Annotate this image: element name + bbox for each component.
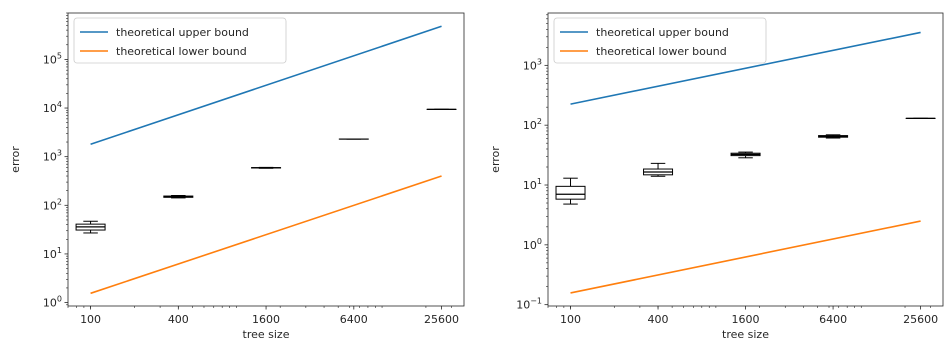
y-tick-label: 104: [43, 100, 62, 115]
x-tick-label: 6400: [340, 313, 368, 326]
chart-panel-1: 100 101 102 103 104 105 100 400 1600 6400 25600 tre…: [9, 12, 465, 341]
y-tick-label: 102: [523, 117, 542, 132]
box-100: [555, 177, 586, 205]
legend: theoretical upper bound theoretical lower…: [73, 17, 287, 64]
box-6400: [818, 134, 849, 139]
y-axis-label: error: [489, 146, 502, 173]
axes-frame: [547, 12, 944, 307]
y-tick-label: 103: [43, 149, 62, 164]
x-axis-label: tree size: [722, 328, 769, 341]
y-tick-label: 101: [43, 246, 62, 261]
y-tick-label: 105: [43, 51, 62, 66]
legend-label: theoretical lower bound: [596, 45, 727, 58]
box-1600: [251, 166, 282, 169]
x-tick-label: 100: [80, 313, 101, 326]
y-tick-label: 100: [43, 295, 62, 310]
legend-label: theoretical upper bound: [596, 26, 729, 39]
legend-label: theoretical lower bound: [116, 45, 247, 58]
y-tick-label: 100: [523, 237, 542, 252]
legend: theoretical upper bound theoretical lower…: [553, 17, 767, 64]
box-400: [163, 195, 194, 199]
x-tick-label: 6400: [819, 313, 847, 326]
legend-box: [73, 17, 287, 64]
x-tick-label: 400: [648, 313, 669, 326]
series-line-theoretical-lower-bound: [90, 175, 442, 295]
x-tick-label: 1600: [252, 313, 280, 326]
series-line-theoretical-upper-bound: [90, 25, 442, 146]
box-400: [643, 162, 674, 177]
legend-label: theoretical upper bound: [116, 26, 249, 39]
plot-data: [555, 31, 936, 294]
y-tick-label: 103: [523, 57, 542, 72]
box-1600: [730, 151, 761, 159]
axes-frame: [67, 12, 465, 307]
x-axis-label: tree size: [243, 328, 290, 341]
x-tick-label: 100: [560, 313, 581, 326]
y-axis-label: error: [9, 146, 22, 173]
x-tick-label: 25600: [903, 313, 938, 326]
box-100: [75, 220, 106, 234]
series-line-theoretical-upper-bound: [570, 31, 921, 105]
x-tick-label: 1600: [732, 313, 760, 326]
plot-data: [75, 25, 457, 295]
y-tick-label: 102: [43, 197, 62, 212]
chart-panel-2: 10−1 100 101 102 103 100 400 1600 6400 25600 tree …: [489, 12, 944, 341]
x-tick-label: 25600: [424, 313, 459, 326]
box-iqr: [555, 185, 586, 200]
series-line-theoretical-lower-bound: [570, 220, 921, 294]
y-tick-label: 101: [523, 177, 542, 192]
legend-box: [553, 17, 767, 64]
x-tick-label: 400: [168, 313, 189, 326]
y-tick-label: 10−1: [516, 297, 542, 312]
